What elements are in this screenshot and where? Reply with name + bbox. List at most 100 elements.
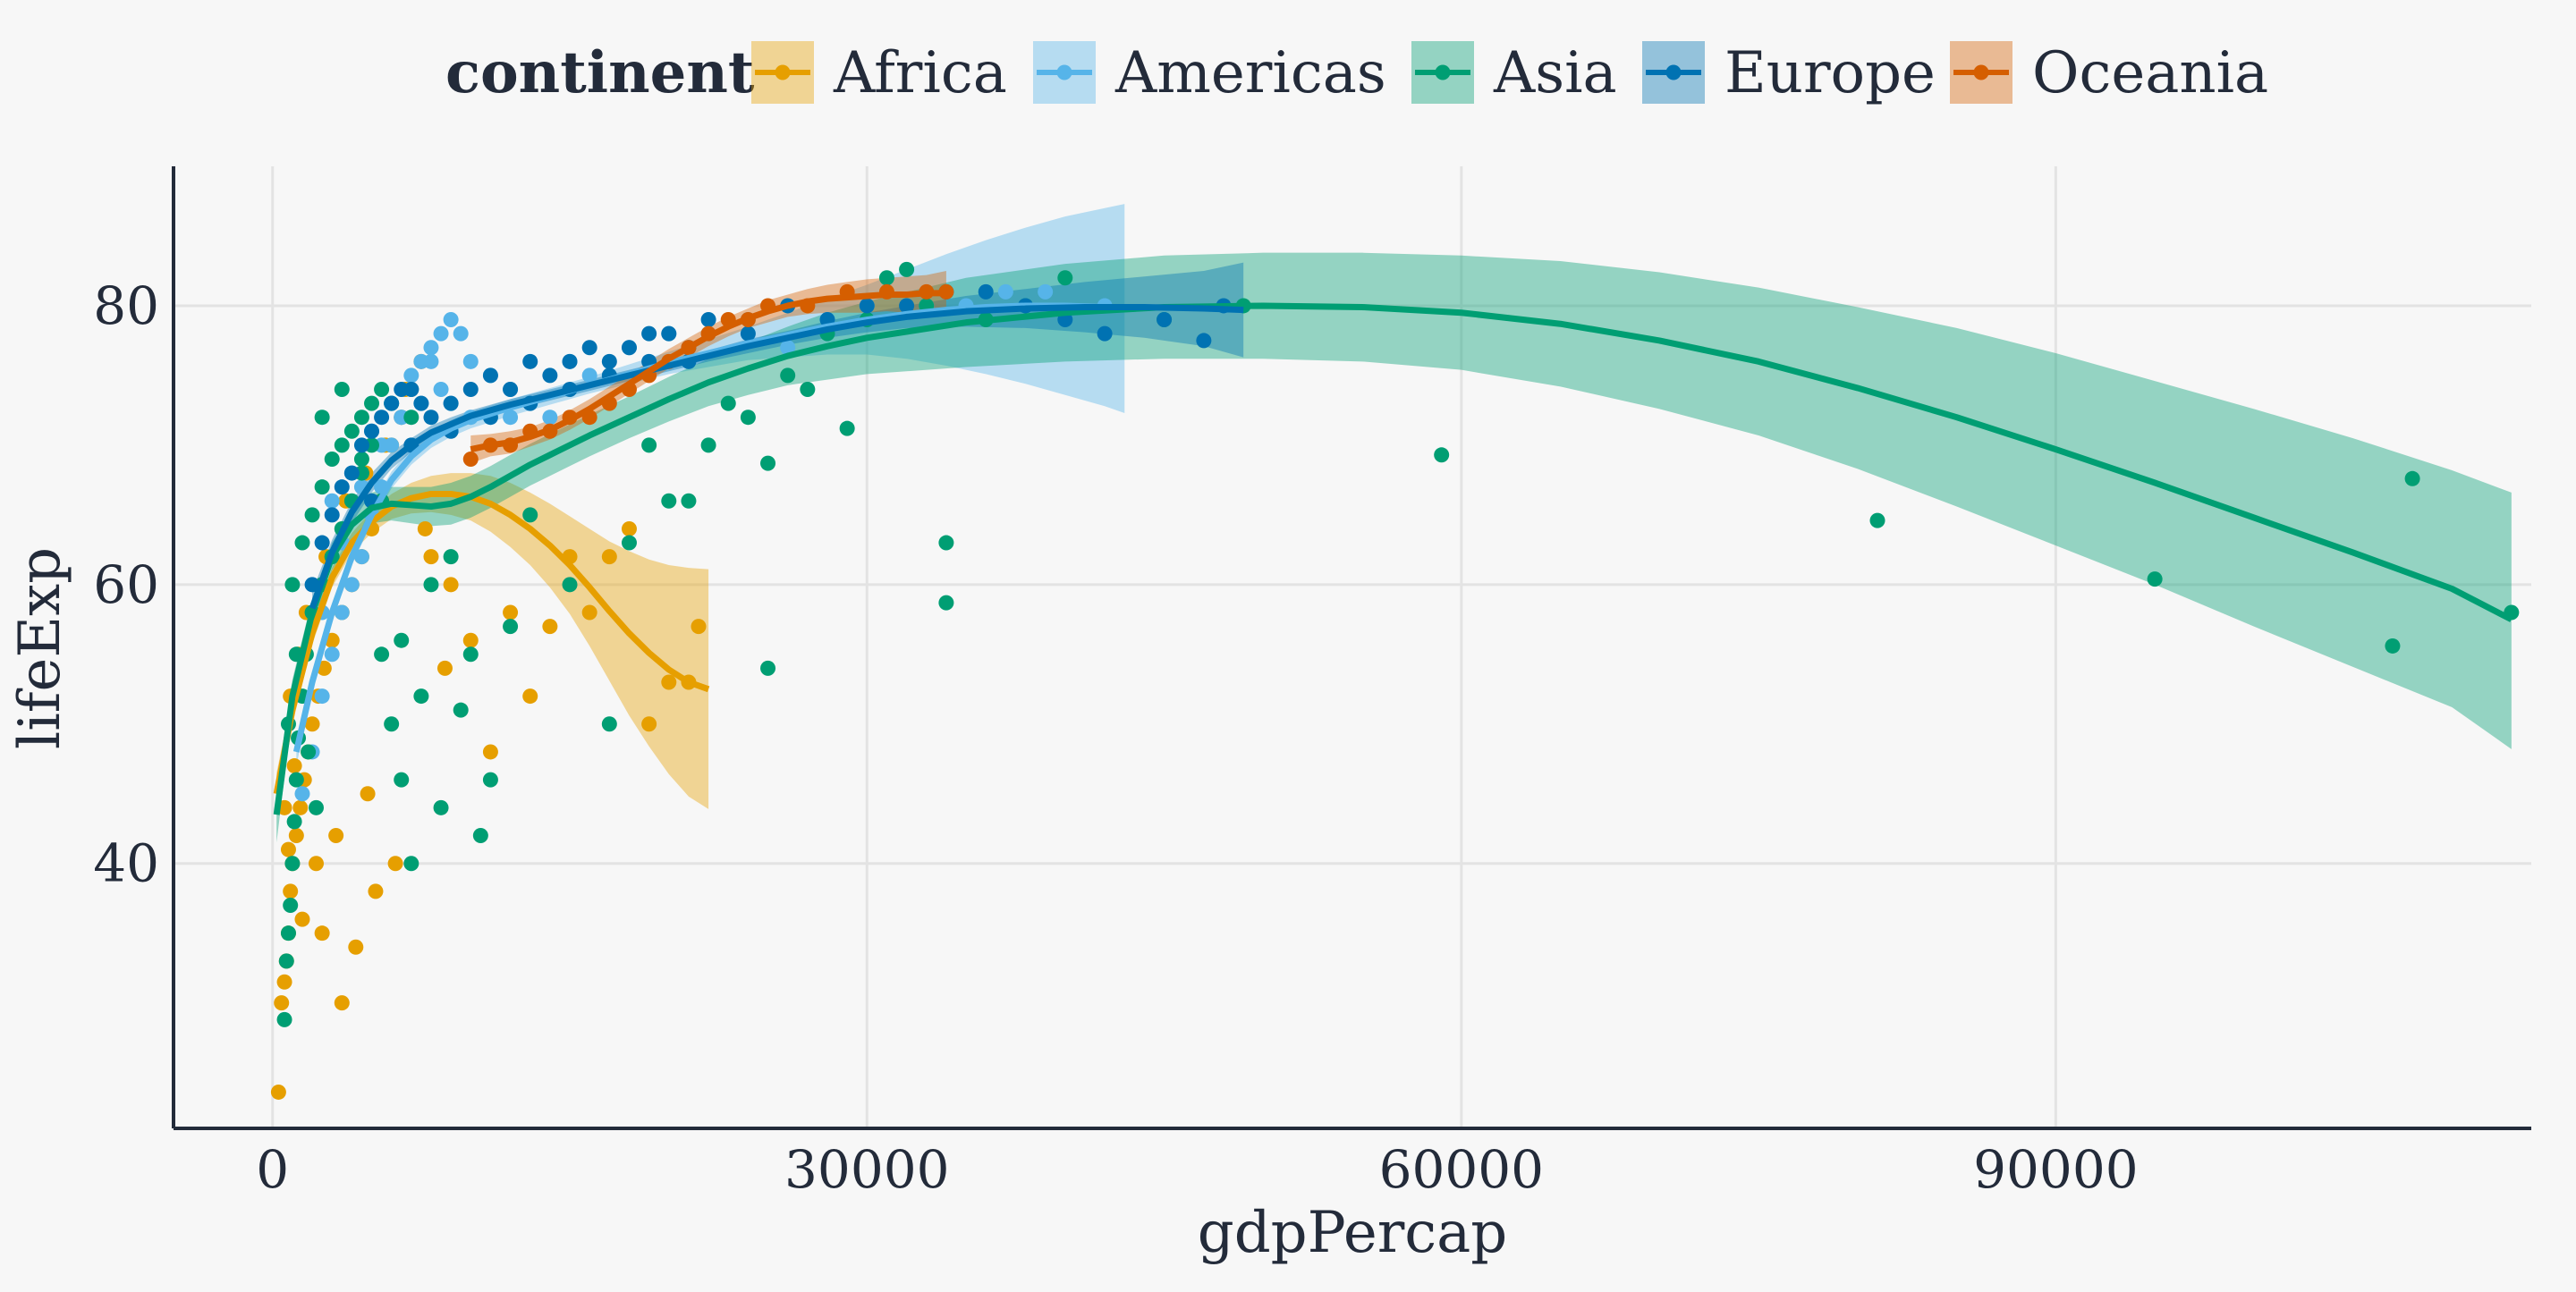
africa-point [308,856,324,872]
asia-point [413,688,429,705]
asia-point [403,410,419,426]
asia-point [353,410,369,426]
africa-point [360,786,376,802]
africa-point [542,619,558,635]
legend: continent Africa Americas Asia Europe Oceani… [445,39,2268,106]
asia-point [780,367,796,384]
africa-point [621,520,637,536]
tick-labels: 0 30000 60000 90000 40 60 80 [93,275,2138,1200]
asia-point [314,479,330,495]
x-tick-label: 90000 [1973,1139,2139,1200]
legend-label: Europe [1724,40,1936,106]
africa-point [387,856,403,872]
asia-point [403,856,419,872]
europe-point [334,479,350,495]
europe-point [413,395,429,411]
africa-point [294,911,310,927]
asia-point [288,772,304,788]
asia-point [294,535,310,551]
americas-point [581,367,597,384]
legend-item-asia: Asia [1411,40,1617,106]
legend-point-key [1056,64,1072,80]
europe-point [1157,312,1173,328]
legend-items: Africa Americas Asia Europe Oceania [751,40,2268,106]
confidence-ribbons [276,204,2512,843]
legend-title: continent [445,39,755,106]
asia-confidence-band [276,252,2512,843]
asia-point [364,395,380,411]
europe-point [314,535,330,551]
africa-point [522,688,538,705]
americas-point [294,786,310,802]
asia-point [343,423,360,439]
asia-point [308,799,324,815]
africa-point [417,520,433,536]
asia-point [760,660,776,676]
africa-point [280,841,296,857]
africa-point [334,995,350,1011]
asia-point [278,953,294,969]
asia-point [353,451,369,467]
americas-point [453,325,469,342]
africa-confidence-band [276,473,709,815]
asia-point [433,799,449,815]
legend-point-key [1435,64,1451,80]
europe-point [700,312,716,328]
axes [172,166,2531,1130]
x-tick-label: 30000 [784,1139,950,1200]
europe-point [641,325,657,342]
africa-point [462,632,479,648]
y-tick-label: 60 [93,554,159,615]
asia-point [899,261,915,277]
americas-point [343,577,360,593]
africa-point [436,660,453,676]
africa-point [288,828,304,844]
europe-point [978,283,994,300]
asia-point [324,451,340,467]
asia-point [1869,512,1885,528]
americas-point [542,410,558,426]
y-axis-title: lifeExp [7,547,73,749]
africa-point [304,716,320,732]
africa-point [276,974,292,990]
asia-smooth-line [273,302,2513,815]
asia-point [472,828,488,844]
asia-point [938,595,954,611]
europe-point [423,410,439,426]
asia-point [314,410,330,426]
asia-point [453,702,469,718]
americas-point [1038,283,1054,300]
asia-point [800,382,816,398]
americas-confidence-band [296,204,1125,766]
africa-point [270,1084,286,1100]
asia-point [2385,638,2401,654]
europe-point [740,325,756,342]
asia-point [641,437,657,453]
x-tick-label: 60000 [1379,1139,1545,1200]
asia-point [384,716,400,732]
africa-point [274,995,290,1011]
asia-point [374,382,390,398]
y-tick-label: 40 [93,833,159,894]
europe-point [503,382,519,398]
asia-point [284,856,301,872]
europe-point [1097,325,1113,342]
europe-point [462,382,479,398]
legend-point-key [775,64,791,80]
asia-point [280,925,296,942]
asia-point [2404,470,2420,486]
africa-smooth-line [273,490,710,795]
asia-point [839,420,855,436]
europe-point [562,353,578,369]
africa-point [292,799,309,815]
legend-item-africa: Africa [751,40,1007,106]
asia-point [284,577,301,593]
legend-label: Americas [1114,40,1386,106]
x-axis-title: gdpPercap [1198,1200,1508,1266]
europe-point [364,423,380,439]
asia-point [482,772,498,788]
africa-point [661,674,677,690]
asia-point [334,382,350,398]
americas-point [324,646,340,663]
